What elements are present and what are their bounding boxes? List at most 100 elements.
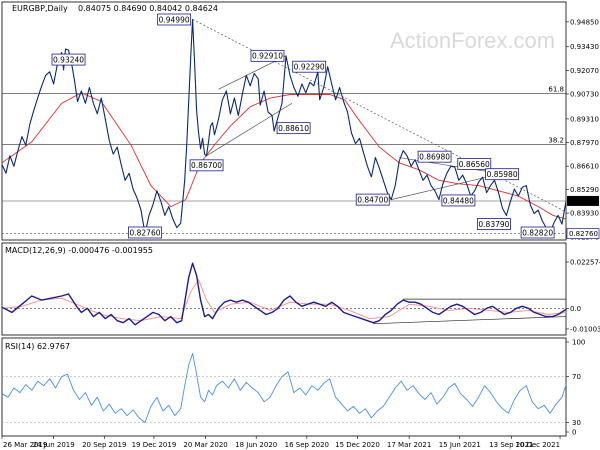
moving-average-line [1, 92, 567, 220]
level-box [51, 53, 86, 66]
level-label: 0.88610 [276, 122, 311, 135]
y-tick-label: 0.83930 [570, 210, 599, 218]
y-tick-label: 0.89310 [570, 115, 599, 123]
level-text: 0.86560 [459, 160, 490, 169]
macd-header: MACD(12,26,9) -0.000476 -0.001955 [5, 246, 153, 255]
level-text: 0.84480 [443, 196, 474, 205]
x-tick-label: 15 Jun 2021 [439, 441, 481, 449]
level-label: 0.93240 [51, 53, 86, 66]
x-tick-label: 17 Mar 2021 [387, 441, 431, 449]
level-text: 0.94990 [159, 15, 190, 24]
level-label: 0.84480 [441, 194, 476, 207]
bottom-level-label: 0.82760 [569, 230, 598, 238]
macd-tick-label: 0.0 [570, 305, 581, 313]
level-label: 0.92910 [250, 49, 285, 62]
price-line [1, 18, 567, 235]
x-tick-label: 24 Jun 2019 [33, 441, 75, 449]
fib-label: 38.2 [548, 136, 564, 144]
macd-trendline [373, 316, 567, 325]
level-label: 0.86560 [457, 158, 492, 170]
rsi-panel-frame [1, 337, 567, 437]
macd-panel-frame [1, 242, 567, 336]
level-box [477, 218, 511, 230]
current-price-label: 0.84624 [569, 197, 598, 205]
level-text: 0.92290 [294, 63, 325, 72]
x-tick-label: 16 Sep 2020 [285, 441, 329, 449]
x-tick-label: 13 Sep 2021 [489, 441, 533, 449]
level-box [441, 194, 476, 207]
x-tick-label: 20 Sep 2019 [82, 441, 126, 449]
price-series [1, 18, 567, 235]
level-text: 0.84700 [357, 195, 388, 204]
watermark: ActionForex.com [390, 28, 555, 53]
rsi-header: RSI(14) 62.9767 [5, 342, 70, 351]
level-text: 0.83790 [478, 220, 509, 229]
x-tick-label: 20 Mar 2020 [183, 441, 227, 449]
y-tick-label: 0.87970 [570, 139, 599, 147]
level-box [485, 168, 519, 181]
rsi-tick-label: 30 [572, 419, 581, 427]
y-tick-label: 0.85290 [570, 186, 599, 194]
x-tick-label: 18 Jun 2020 [235, 441, 277, 449]
macd-indicator [1, 262, 567, 326]
level-text: 0.93240 [53, 55, 84, 64]
rsi-line [1, 353, 567, 423]
level-box [128, 226, 162, 239]
fib-levels: 61.8 38.2 [2, 86, 566, 145]
level-text: 0.85980 [487, 170, 518, 179]
rsi-tick-label: 100 [572, 339, 585, 347]
price-panel-frame [1, 1, 567, 241]
macd-tick-label: -0.010039 [570, 325, 600, 333]
level-label: 0.82760 [128, 226, 162, 239]
level-text: 0.82820 [522, 228, 553, 237]
level-label: 0.85980 [485, 168, 519, 181]
level-box [276, 122, 311, 135]
y-tick-label: 0.90730 [570, 91, 599, 99]
x-tick-label: 19 Dec 2019 [132, 441, 177, 449]
macd-line [1, 262, 567, 326]
level-box [292, 60, 327, 73]
level-label: 0.86700 [189, 159, 224, 172]
level-box [520, 226, 555, 239]
trendline [391, 176, 487, 200]
level-box [250, 49, 285, 62]
price-y-axis: 0.94850 0.93430 0.92070 0.90730 0.89310 0.879… [566, 18, 600, 241]
price-header: EURGBP,Daily 0.84075 0.84690 0.84042 0.8… [12, 4, 218, 13]
trendline [206, 103, 293, 157]
fib-label: 61.8 [548, 86, 564, 94]
x-tick-label: 15 Dec 2020 [335, 441, 380, 449]
level-text: 0.86700 [191, 161, 222, 170]
rsi-tick-label: 70 [572, 373, 581, 381]
rsi-tick-label: 0 [572, 429, 576, 437]
x-tick-label: 10 Dec 2021 [515, 441, 560, 449]
x-tick-label: 26 Mar 2019 [3, 441, 47, 449]
rsi-indicator [1, 353, 567, 423]
level-text: 0.92910 [252, 52, 283, 61]
level-label: 0.92290 [292, 60, 327, 73]
level-label: 0.84700 [355, 193, 390, 206]
rsi-y-axis: 100 70 30 0 [566, 339, 585, 437]
y-tick-label: 0.94850 [570, 18, 599, 26]
level-labels: 0.93240 0.82760 0.94990 0.86700 0.92910 0.886… [51, 13, 555, 239]
y-tick-label: 0.86610 [570, 163, 599, 171]
bottom-level-box [566, 228, 600, 239]
level-box [189, 159, 224, 172]
macd-tick-label: 0.022574 [570, 259, 600, 267]
y-tick-label: 0.92070 [570, 67, 599, 75]
level-label: 0.86980 [417, 150, 452, 163]
macd-y-axis: 0.022574 0.0 -0.010039 [566, 259, 600, 333]
level-label: 0.83790 [477, 218, 511, 230]
y-tick-label: 0.93430 [570, 43, 599, 51]
level-box [355, 193, 390, 206]
level-text: 0.88610 [278, 124, 309, 133]
level-label: 0.94990 [157, 13, 192, 26]
level-box [157, 13, 192, 26]
level-label: 0.82820 [520, 226, 555, 239]
current-price-box [567, 195, 599, 206]
ohlc-label: 0.84075 0.84690 0.84042 0.84624 [78, 4, 218, 13]
level-box [457, 158, 492, 170]
level-text: 0.82760 [129, 228, 160, 237]
symbol-label: EURGBP,Daily [12, 4, 68, 13]
